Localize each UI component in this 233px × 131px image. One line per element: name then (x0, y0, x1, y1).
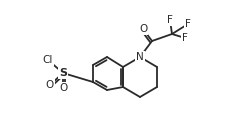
Text: O: O (59, 83, 67, 93)
Text: N: N (136, 52, 144, 62)
Text: F: F (185, 19, 191, 29)
Text: O: O (46, 80, 54, 90)
Text: F: F (182, 33, 188, 43)
Text: Cl: Cl (43, 55, 53, 65)
Text: O: O (139, 24, 147, 34)
Text: S: S (59, 68, 67, 78)
Text: F: F (167, 15, 173, 25)
